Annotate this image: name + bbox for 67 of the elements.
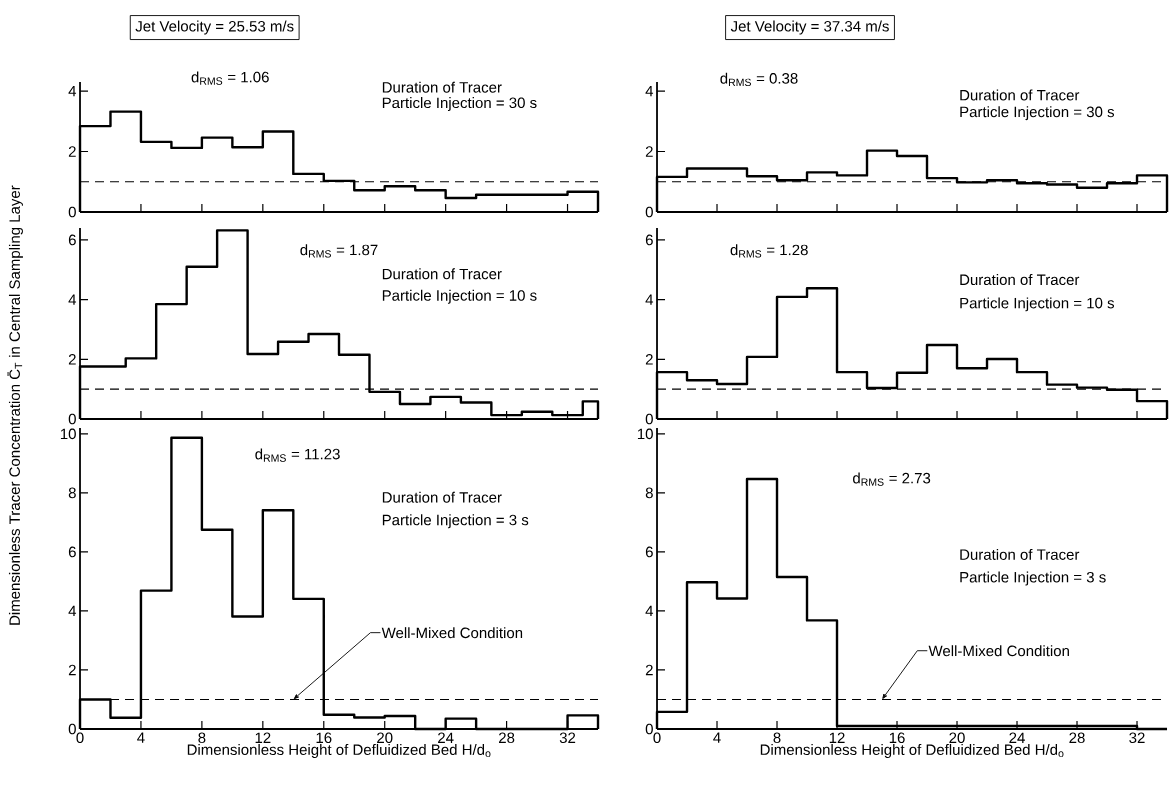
y-tick-label: 2 <box>645 146 653 157</box>
y-tick-label: 0 <box>68 206 76 218</box>
y-tick-label: 4 <box>68 294 77 305</box>
y-tick-label: 6 <box>645 546 653 558</box>
y-tick-label: 8 <box>68 487 76 499</box>
y-tick-label: 2 <box>645 354 653 365</box>
x-tick-label: 24 <box>438 732 454 743</box>
y-tick-label: 6 <box>645 234 653 246</box>
y-tick-label: 8 <box>645 487 653 499</box>
x-tick-label: 32 <box>559 732 576 744</box>
annotation: Duration of Tracer <box>960 89 1080 101</box>
annotation: d$_{RMS}$ = 2.73 <box>853 472 931 486</box>
ref-line-label: Well-Mixed Condition <box>381 627 523 639</box>
y-tick-label: 0 <box>645 413 653 425</box>
y-tick-label: 0 <box>68 413 76 425</box>
y-tick-label: 6 <box>68 234 76 246</box>
y-tick-label: 4 <box>68 85 77 97</box>
annotation: Duration of Tracer <box>382 491 502 503</box>
annotation: Particle Injection = 30 s <box>382 97 537 112</box>
y-tick-label: 4 <box>645 294 654 305</box>
y-axis-title: Dimensionless Tracer Concentration C̄$_{T}$ in Central Sampling Layer <box>7 185 23 625</box>
y-tick-label: 10 <box>637 428 653 440</box>
annotation: d$_{RMS}$ = 11.23 <box>255 448 340 462</box>
y-tick-label: 4 <box>645 85 654 97</box>
annotation: Duration of Tracer <box>382 268 502 280</box>
y-tick-label: 4 <box>68 605 77 617</box>
annotation: Duration of Tracer <box>960 274 1080 286</box>
y-tick-label: 4 <box>645 605 654 617</box>
y-tick-label: 0 <box>645 206 653 218</box>
x-tick-label: 32 <box>1129 732 1145 744</box>
x-axis-title: Dimensionless Height of Defluidized Bed H/d$_{o}$ <box>760 743 1064 758</box>
chart-title: Jet Velocity = 37.34 m/s <box>730 20 889 35</box>
y-tick-label: 2 <box>68 354 76 365</box>
x-tick-label: 4 <box>137 732 145 743</box>
x-tick-label: 20 <box>949 732 965 744</box>
x-tick-label: 8 <box>198 732 206 744</box>
y-tick-label: 0 <box>68 723 76 735</box>
y-tick-label: 2 <box>68 146 76 157</box>
y-tick-label: 0 <box>645 723 653 735</box>
annotation: Particle Injection = 3 s <box>960 571 1106 586</box>
x-tick-label: 12 <box>255 732 271 743</box>
annotation: d$_{RMS}$ = 1.06 <box>191 71 269 85</box>
ref-line-label: Well-Mixed Condition <box>928 645 1069 657</box>
x-tick-label: 16 <box>316 732 332 744</box>
annotation: Duration of Tracer <box>382 81 502 93</box>
x-tick-label: 28 <box>499 732 515 744</box>
annotation: Particle Injection = 3 s <box>382 514 529 529</box>
x-tick-label: 8 <box>773 732 781 744</box>
y-tick-label: 2 <box>645 664 653 676</box>
x-tick-label: 4 <box>713 732 721 743</box>
annotation: d$_{RMS}$ = 1.87 <box>300 244 378 258</box>
y-tick-label: 6 <box>68 546 76 558</box>
x-tick-label: 28 <box>1069 732 1085 744</box>
annotation: Particle Injection = 10 s <box>960 297 1115 312</box>
x-tick-label: 20 <box>377 732 393 744</box>
annotation: Particle Injection = 30 s <box>960 106 1115 121</box>
annotation: Particle Injection = 10 s <box>382 289 537 304</box>
x-axis-title: Dimensionless Height of Defluidized Bed H/d$_{o}$ <box>187 743 491 758</box>
x-tick-label: 16 <box>889 732 905 744</box>
y-tick-label: 2 <box>68 664 76 676</box>
x-tick-label: 24 <box>1009 732 1025 743</box>
y-tick-label: 10 <box>60 428 76 440</box>
x-tick-label: 12 <box>829 732 845 743</box>
annotation: d$_{RMS}$ = 0.38 <box>720 72 798 87</box>
annotation: Duration of Tracer <box>960 548 1080 560</box>
annotation: d$_{RMS}$ = 1.28 <box>730 244 808 258</box>
chart-title: Jet Velocity = 25.53 m/s <box>135 20 294 35</box>
